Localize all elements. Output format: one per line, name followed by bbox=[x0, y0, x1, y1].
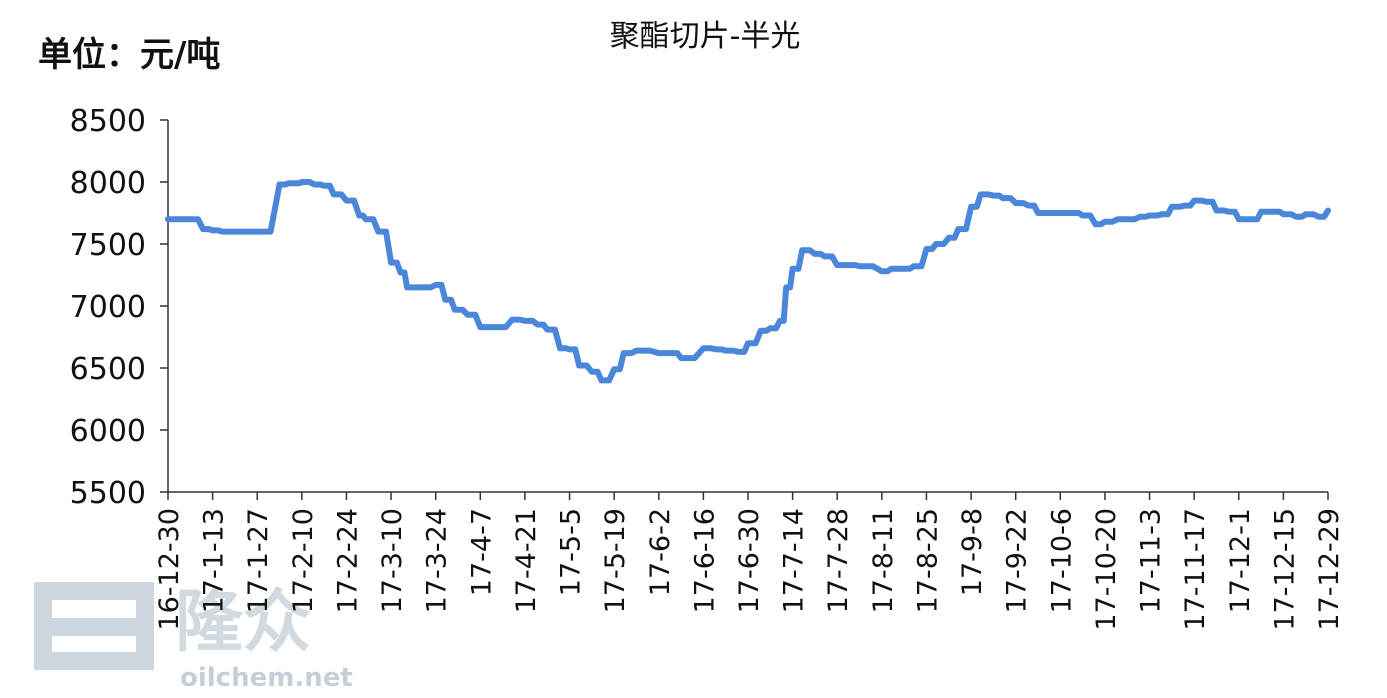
y-tick-label: 5500 bbox=[70, 476, 146, 511]
x-tick-label: 17-4-21 bbox=[511, 508, 542, 613]
axes bbox=[167, 120, 1328, 493]
y-tick-label: 6000 bbox=[70, 414, 146, 449]
x-tick-label: 17-6-30 bbox=[734, 508, 765, 613]
x-tick-label: 17-7-14 bbox=[779, 508, 810, 613]
y-tick-label: 7000 bbox=[70, 290, 146, 325]
x-tick-label: 17-4-7 bbox=[466, 508, 497, 596]
chart-title: 聚酯切片-半光 bbox=[610, 19, 801, 54]
series-group bbox=[165, 179, 1331, 384]
x-tick-label: 17-3-10 bbox=[377, 508, 408, 613]
y-axis-ticks: 5500 6000 6500 7000 7500 8000 8500 bbox=[70, 104, 168, 511]
x-tick-label: 17-3-24 bbox=[422, 508, 453, 613]
x-tick-label: 16-12-30 bbox=[154, 508, 185, 631]
x-tick-label: 17-12-29 bbox=[1314, 508, 1345, 631]
y-tick-label: 8500 bbox=[70, 104, 146, 139]
x-tick-label: 17-8-25 bbox=[912, 508, 943, 613]
watermark-logo-icon bbox=[34, 582, 154, 670]
x-tick-label: 17-6-2 bbox=[645, 508, 676, 596]
x-tick-label: 17-8-11 bbox=[868, 508, 899, 613]
watermark-url: oilchem.net bbox=[180, 663, 353, 693]
x-tick-label: 17-11-3 bbox=[1136, 508, 1167, 613]
x-axis-ticks: 16-12-30 17-1-13 17-1-27 17-2-10 17-2-24 17-3… bbox=[154, 492, 1345, 631]
x-tick-label: 17-5-19 bbox=[600, 508, 631, 613]
watermark-brand: 隆众 bbox=[175, 583, 311, 662]
x-tick-label: 17-2-10 bbox=[288, 508, 319, 613]
x-tick-label: 17-1-27 bbox=[243, 508, 274, 613]
x-tick-label: 17-1-13 bbox=[199, 508, 230, 613]
x-tick-label: 17-7-28 bbox=[823, 508, 854, 613]
x-tick-label: 17-9-22 bbox=[1002, 508, 1033, 613]
x-tick-label: 17-10-20 bbox=[1091, 508, 1122, 631]
x-tick-label: 17-5-5 bbox=[556, 508, 587, 596]
x-tick-label: 17-12-1 bbox=[1225, 508, 1256, 613]
x-tick-label: 17-6-16 bbox=[689, 508, 720, 613]
x-tick-label: 17-11-17 bbox=[1180, 508, 1211, 631]
x-tick-label: 17-10-6 bbox=[1046, 508, 1077, 613]
watermark: 隆众 oilchem.net bbox=[34, 582, 353, 693]
x-tick-label: 17-12-15 bbox=[1269, 508, 1300, 631]
x-tick-label: 17-9-8 bbox=[957, 508, 988, 596]
x-tick-label: 17-2-24 bbox=[332, 508, 363, 613]
y-tick-label: 8000 bbox=[70, 166, 146, 201]
series-line-0 bbox=[165, 179, 1331, 384]
unit-label: 单位：元/吨 bbox=[38, 35, 220, 75]
y-tick-label: 6500 bbox=[70, 352, 146, 387]
y-tick-label: 7500 bbox=[70, 228, 146, 263]
